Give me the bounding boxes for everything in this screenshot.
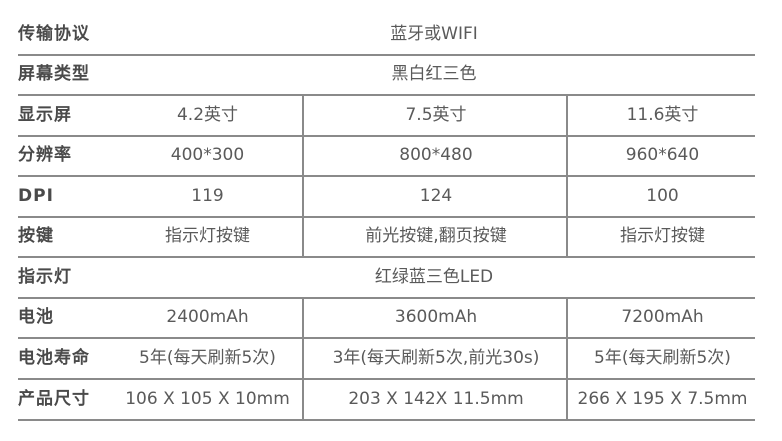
cell-model-1: 106 X 105 X 10mm xyxy=(125,389,290,409)
row-label: 传输协议 xyxy=(18,24,90,44)
row-label: 显示屏 xyxy=(18,105,72,125)
cell-model-2: 800*480 xyxy=(302,135,568,175)
row-label: 按键 xyxy=(18,226,54,246)
spec-row: 显示屏 4.2英寸 7.5英寸 11.6英寸 xyxy=(18,95,755,137)
row-label: 电池寿命 xyxy=(18,348,90,368)
cell-model-1: 2400mAh xyxy=(166,307,249,327)
cell-model-3: 11.6英寸 xyxy=(566,95,757,135)
cell-shared: 黑白红三色 xyxy=(391,64,477,84)
spec-row: 电池寿命 5年(每天刷新5次) 3年(每天刷新5次,前光30s) 5年(每天刷新5次) xyxy=(18,338,755,380)
cell-model-2: 3年(每天刷新5次,前光30s) xyxy=(302,338,568,378)
cell-model-3: 960*640 xyxy=(566,135,757,175)
cell-model-2: 7.5英寸 xyxy=(302,95,568,135)
cell-model-3: 100 xyxy=(566,176,757,216)
cell-model-2: 前光按键,翻页按键 xyxy=(302,216,568,256)
spec-row: 产品尺寸 106 X 105 X 10mm 203 X 142X 11.5mm 266… xyxy=(18,379,755,421)
spec-row: DPI 119 124 100 xyxy=(18,176,755,218)
row-label: 分辨率 xyxy=(18,145,72,165)
cell-model-3: 5年(每天刷新5次) xyxy=(566,338,757,378)
cell-model-1: 4.2英寸 xyxy=(176,105,239,125)
cell-model-1: 5年(每天刷新5次) xyxy=(139,348,276,368)
cell-model-3: 指示灯按键 xyxy=(566,216,757,256)
cell-shared: 蓝牙或WIFI xyxy=(390,24,478,44)
row-label: 电池 xyxy=(18,307,54,327)
cell-model-3: 266 X 195 X 7.5mm xyxy=(566,379,757,419)
spec-row: 指示灯 红绿蓝三色LED xyxy=(18,257,755,299)
spec-row: 分辨率 400*300 800*480 960*640 xyxy=(18,135,755,177)
cell-model-1: 119 xyxy=(191,186,224,206)
row-label: 指示灯 xyxy=(18,267,72,287)
cell-model-2: 124 xyxy=(302,176,568,216)
cell-model-2: 3600mAh xyxy=(302,297,568,337)
cell-model-3: 7200mAh xyxy=(566,297,757,337)
spec-row: 电池 2400mAh 3600mAh 7200mAh xyxy=(18,297,755,339)
row-label: DPI xyxy=(18,186,54,206)
cell-model-2: 203 X 142X 11.5mm xyxy=(302,379,568,419)
cell-shared: 红绿蓝三色LED xyxy=(374,267,494,287)
spec-row: 传输协议 蓝牙或WIFI xyxy=(18,14,755,56)
row-label: 屏幕类型 xyxy=(18,64,90,84)
spec-row: 按键 指示灯按键 前光按键,翻页按键 指示灯按键 xyxy=(18,216,755,258)
spec-row: 屏幕类型 黑白红三色 xyxy=(18,54,755,96)
cell-model-1: 400*300 xyxy=(170,145,245,165)
row-label: 产品尺寸 xyxy=(18,389,90,409)
cell-model-1: 指示灯按键 xyxy=(165,226,250,246)
